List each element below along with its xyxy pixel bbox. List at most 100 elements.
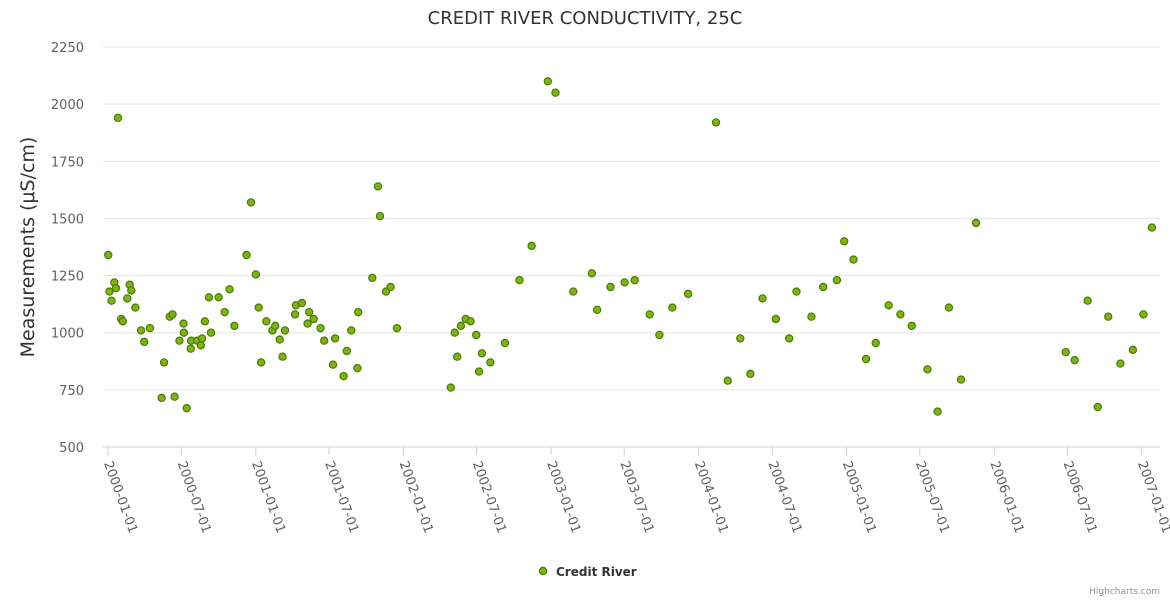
data-point[interactable] — [871, 338, 880, 348]
data-point[interactable] — [896, 310, 905, 319]
data-point[interactable] — [392, 323, 402, 333]
data-point[interactable] — [569, 287, 578, 296]
data-point[interactable] — [347, 326, 356, 335]
data-point[interactable] — [474, 367, 484, 376]
data-point[interactable] — [200, 317, 210, 326]
data-point[interactable] — [309, 314, 318, 324]
data-point[interactable] — [818, 282, 828, 292]
data-point[interactable] — [353, 307, 363, 317]
data-point[interactable] — [278, 352, 287, 361]
data-point[interactable] — [785, 334, 794, 343]
data-point[interactable] — [275, 335, 284, 344]
data-point[interactable] — [206, 328, 216, 337]
data-point[interactable] — [105, 287, 114, 296]
data-point[interactable] — [118, 317, 128, 326]
data-point[interactable] — [1128, 345, 1138, 355]
data-point[interactable] — [157, 393, 166, 403]
data-point[interactable] — [587, 269, 597, 278]
data-point[interactable] — [303, 319, 312, 328]
data-point[interactable] — [246, 198, 256, 207]
data-point[interactable] — [971, 218, 981, 228]
data-point[interactable] — [339, 371, 348, 381]
data-point[interactable] — [711, 118, 721, 127]
legend-item-credit-river[interactable]: Credit River — [556, 565, 637, 579]
data-point[interactable] — [1116, 359, 1125, 368]
data-point[interactable] — [683, 289, 693, 299]
data-point[interactable] — [230, 321, 239, 331]
data-point[interactable] — [319, 336, 329, 345]
data-point[interactable] — [832, 275, 842, 285]
data-point[interactable] — [592, 305, 602, 315]
data-point[interactable] — [107, 296, 116, 305]
data-point[interactable] — [515, 275, 524, 285]
data-point[interactable] — [551, 88, 560, 97]
data-point[interactable] — [131, 303, 140, 312]
data-point[interactable] — [111, 283, 121, 293]
data-point[interactable] — [159, 358, 169, 367]
data-point[interactable] — [1070, 355, 1079, 365]
data-point[interactable] — [386, 282, 395, 292]
data-point[interactable] — [771, 314, 781, 324]
data-point[interactable] — [839, 237, 849, 246]
data-point[interactable] — [256, 358, 266, 367]
data-point[interactable] — [668, 303, 677, 312]
data-point[interactable] — [220, 307, 229, 317]
data-point[interactable] — [849, 255, 858, 264]
data-point[interactable] — [254, 303, 263, 312]
data-point[interactable] — [645, 310, 654, 319]
data-point[interactable] — [884, 301, 893, 310]
data-point[interactable] — [543, 77, 552, 86]
data-point[interactable] — [456, 321, 466, 331]
data-point[interactable] — [453, 352, 462, 361]
data-point[interactable] — [1147, 223, 1157, 232]
data-point[interactable] — [368, 273, 377, 283]
data-point[interactable] — [736, 334, 745, 343]
data-point[interactable] — [127, 286, 136, 295]
data-point[interactable] — [170, 392, 179, 401]
data-point[interactable] — [655, 330, 664, 340]
data-point[interactable] — [123, 294, 132, 303]
data-point[interactable] — [104, 250, 113, 260]
data-point[interactable] — [1083, 296, 1092, 305]
data-point[interactable] — [450, 328, 459, 337]
data-point[interactable] — [290, 310, 300, 319]
data-point[interactable] — [477, 349, 487, 358]
data-point[interactable] — [1093, 402, 1102, 412]
data-point[interactable] — [342, 346, 352, 356]
data-point[interactable] — [723, 376, 732, 385]
data-point[interactable] — [486, 358, 495, 367]
data-point[interactable] — [472, 330, 481, 340]
data-point[interactable] — [251, 270, 261, 279]
data-point[interactable] — [113, 113, 123, 123]
data-point[interactable] — [328, 360, 338, 369]
data-point[interactable] — [140, 337, 149, 347]
data-point[interactable] — [280, 326, 290, 335]
data-point[interactable] — [179, 328, 189, 337]
data-point[interactable] — [861, 354, 871, 364]
data-point[interactable] — [225, 285, 234, 294]
data-point[interactable] — [179, 319, 188, 328]
legend[interactable]: Credit River — [538, 565, 637, 579]
data-point[interactable] — [944, 303, 954, 312]
data-point[interactable] — [956, 375, 966, 384]
data-point[interactable] — [271, 321, 280, 331]
data-point[interactable] — [466, 317, 475, 326]
data-point[interactable] — [204, 293, 214, 302]
data-point[interactable] — [186, 344, 195, 353]
data-point[interactable] — [168, 310, 177, 319]
data-point[interactable] — [933, 407, 942, 416]
data-point[interactable] — [746, 369, 755, 379]
data-point[interactable] — [196, 341, 206, 350]
data-point[interactable] — [758, 294, 767, 303]
data-point[interactable] — [242, 250, 251, 260]
data-point[interactable] — [792, 287, 801, 296]
data-point[interactable] — [807, 312, 816, 321]
data-point[interactable] — [330, 334, 340, 343]
data-point[interactable] — [375, 211, 385, 221]
data-point[interactable] — [373, 182, 383, 191]
data-point[interactable] — [145, 323, 155, 333]
data-point[interactable] — [316, 323, 325, 333]
data-point[interactable] — [182, 403, 191, 413]
data-point[interactable] — [214, 293, 223, 302]
data-point[interactable] — [527, 241, 536, 251]
